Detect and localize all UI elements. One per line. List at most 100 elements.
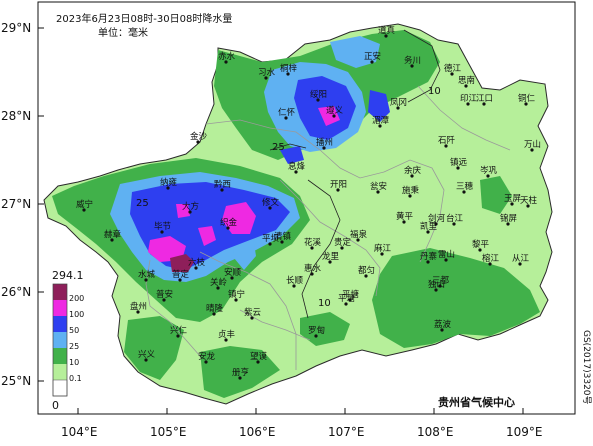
legend-label: 50 [69,326,79,335]
city-label: 福泉 [350,229,368,240]
city-dot [348,298,352,302]
city-dot [462,190,466,194]
city-label: 清镇 [274,231,292,242]
contour-label: 25 [272,142,285,153]
city-dot [292,284,296,288]
city-label: 锦屏 [500,213,518,224]
city-dot [332,114,336,118]
city-dot [410,64,414,68]
map-frame [37,1,576,415]
legend-swatch-0 [52,379,68,397]
city-label: 荔波 [434,319,452,330]
city-dot [162,298,166,302]
city-label: 思南 [458,75,475,86]
city-dot [82,208,86,212]
latitude-label: 26°N [1,285,31,299]
rain-100-200-zones [148,106,340,262]
contour-label: 10 [318,298,331,309]
city-label: 遵义 [326,105,344,116]
city-dot [456,166,460,170]
city-dot [486,174,490,178]
city-dot [286,72,290,76]
city-dot [256,360,260,364]
city-dot [340,246,344,250]
city-dot [444,144,448,148]
city-label: 务川 [404,55,421,66]
city-label: 水城 [138,269,156,280]
map-approval-code: GS(2017)3320号 [581,330,592,405]
city-dot [452,222,456,226]
city-label: 万山 [524,139,541,150]
longitude-label: 105°E [150,425,187,439]
city-label: 望谟 [250,351,268,362]
city-dot [110,238,114,242]
city-label: 铜仁 [518,93,536,104]
city-dot [434,222,438,226]
city-dot [344,302,348,306]
axis-ticks [38,27,524,414]
city-label: 习水 [258,67,276,78]
city-dot [230,276,234,280]
city-dot [268,242,272,246]
city-dot [224,60,228,64]
isohyet-lines [269,29,441,319]
city-label: 石阡 [438,136,456,146]
city-label: 安龙 [198,351,216,362]
city-dot [314,334,318,338]
city-dot [380,252,384,256]
latitude-label: 29°N [1,21,31,35]
contour-label: 25 [136,198,149,209]
city-dot [250,316,254,320]
city-dot [440,328,444,332]
city-label: 天柱 [520,195,538,206]
city-label: 毕节 [154,221,172,232]
city-label: 榕江 [482,253,500,264]
city-dot [264,76,268,80]
legend-label: 0.1 [69,374,82,383]
city-label: 正安 [364,51,381,62]
isohyet-labels: 10 25 25 10 [136,86,441,309]
city-label: 贞丰 [218,329,236,340]
city-label: 纳雍 [160,177,178,188]
city-label: 修文 [262,197,280,208]
legend-swatch-10 [53,348,67,364]
city-label: 剑河 [428,213,446,224]
city-dot [310,272,314,276]
latitude-labels: 29°N 28°N 27°N 26°N 25°N [1,21,31,388]
city-dot [530,148,534,152]
map-unit: 单位：毫米 [98,26,148,39]
city-dot [466,102,470,106]
city-label: 施秉 [402,185,420,196]
city-label: 罗甸 [308,325,325,336]
city-dot [482,102,486,106]
city-dot [444,258,448,262]
longitude-label: 108°E [417,425,454,439]
city-label: 开阳 [330,180,347,190]
city-dot [410,174,414,178]
city-label: 湄潭 [372,116,390,126]
city-dot [518,262,522,266]
legend-label: 25 [69,342,79,351]
city-dot [322,146,326,150]
city-label: 三都 [432,276,450,286]
city-label: 册亨 [232,367,249,378]
legend-label: 10 [69,358,79,367]
contour-label: 10 [428,86,441,97]
city-dot [144,358,148,362]
city-dot [284,116,288,120]
city-label: 大方 [182,201,199,212]
city-dot [166,186,170,190]
city-label: 黎平 [472,239,490,250]
longitude-label: 106°E [239,425,276,439]
city-label: 织金 [220,217,238,228]
legend-swatch-50 [53,316,67,332]
city-dot [526,204,530,208]
city-dot [510,202,514,206]
city-label: 岑巩 [480,165,498,176]
city-label: 盘州 [130,301,147,312]
city-label: 江口 [476,94,493,104]
city-dot [226,226,230,230]
city-label: 威宁 [76,199,93,210]
city-label: 惠水 [304,263,322,274]
